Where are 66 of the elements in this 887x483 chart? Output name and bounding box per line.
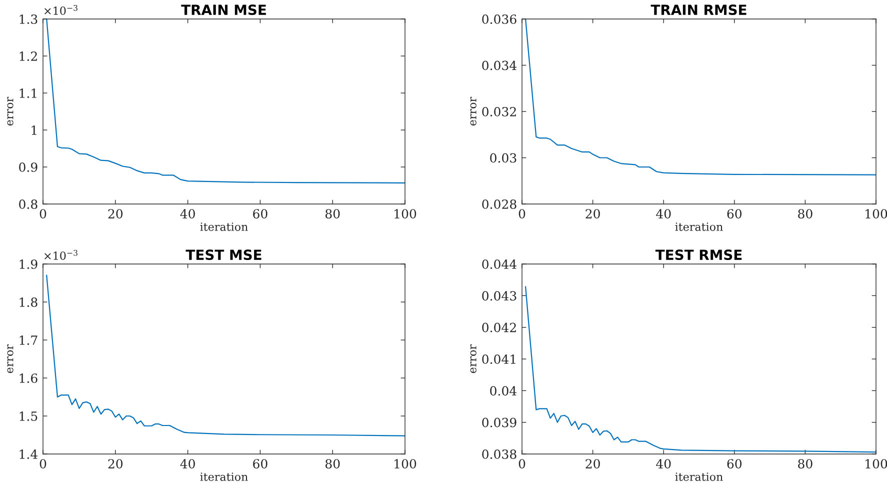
x-tick-label: 0: [40, 459, 46, 469]
y-tick-label: 1.7: [20, 335, 38, 345]
y-tick-label: 1.9: [20, 259, 38, 269]
y-tick-label: 0.044: [482, 259, 517, 269]
x-tick-label: 20: [108, 459, 123, 469]
y-tick-label: 0.041: [482, 354, 516, 364]
x-tick-label: 40: [656, 459, 671, 469]
x-tick-label: 100: [866, 209, 887, 219]
x-tick-label: 100: [394, 209, 416, 219]
x-tick-label: 60: [253, 459, 268, 469]
x-axis-title: iteration: [675, 472, 723, 481]
text: ×10$^{−3}$: [44, 4, 78, 15]
y-tick-label: 0.042: [482, 322, 516, 332]
y-tick-label: 0.032: [482, 106, 516, 116]
y-tick-label: 0.038: [482, 449, 516, 459]
text: ×10$^{−3}$: [44, 250, 78, 260]
x-tick-label: 20: [586, 459, 600, 469]
x-tick-label: 100: [394, 459, 416, 469]
x-tick-label: 40: [656, 209, 671, 219]
x-tick-label: 20: [108, 209, 123, 219]
y-tick-label: 0.034: [482, 60, 517, 70]
chart-title: TRAIN MSE: [181, 4, 266, 16]
line-series: [524, 19, 876, 176]
line-series: [46, 274, 405, 436]
y-tick-label: 0.9: [19, 162, 38, 172]
line-series: [46, 19, 405, 184]
x-axis-title: iteration: [675, 222, 723, 231]
y-tick-label: 0.043: [482, 291, 516, 301]
chart-title: TEST RMSE: [655, 250, 742, 260]
line-series: [524, 286, 876, 453]
y-tick-label: 0.036: [482, 14, 516, 24]
y-tick-label: 1.2: [20, 51, 37, 61]
y-tick-label: 0.03: [490, 153, 516, 163]
y-tick-label: 0.039: [482, 418, 516, 428]
y-tick-label: 1.5: [20, 411, 38, 421]
y-tick-label: 1.1: [20, 88, 36, 98]
x-tick-label: 80: [325, 209, 340, 219]
x-axis-title: iteration: [200, 472, 248, 481]
y-axis-title: error: [7, 344, 14, 374]
y-tick-label: 1.6: [20, 373, 38, 383]
y-tick-label: 1.3: [20, 14, 38, 24]
x-tick-label: 100: [866, 459, 887, 469]
y-tick-label: 1: [32, 125, 36, 135]
y-axis-title: error: [470, 344, 476, 374]
x-tick-label: 40: [180, 459, 195, 469]
x-tick-label: 0: [40, 209, 46, 219]
chart-title: TEST MSE: [186, 250, 262, 260]
y-tick-label: 0.04: [490, 386, 517, 396]
x-axis-title: iteration: [200, 222, 248, 231]
x-tick-label: 60: [727, 209, 742, 219]
x-tick-label: 60: [253, 209, 268, 219]
x-tick-label: 0: [518, 209, 526, 219]
y-axis-title: error: [470, 96, 476, 126]
y-tick-label: 1.8: [20, 297, 38, 307]
x-tick-label: 20: [586, 209, 600, 219]
x-tick-label: 80: [325, 459, 340, 469]
y-tick-label: 1.4: [20, 449, 38, 459]
x-tick-label: 60: [727, 459, 742, 469]
x-tick-label: 0: [518, 459, 526, 469]
x-tick-label: 80: [798, 459, 812, 469]
x-tick-label: 80: [798, 209, 812, 219]
y-tick-label: 0.028: [482, 199, 516, 209]
y-axis-title: error: [7, 96, 14, 126]
x-tick-label: 40: [180, 209, 195, 219]
chart-title: TRAIN RMSE: [650, 4, 746, 16]
y-tick-label: 0.8: [19, 199, 38, 209]
